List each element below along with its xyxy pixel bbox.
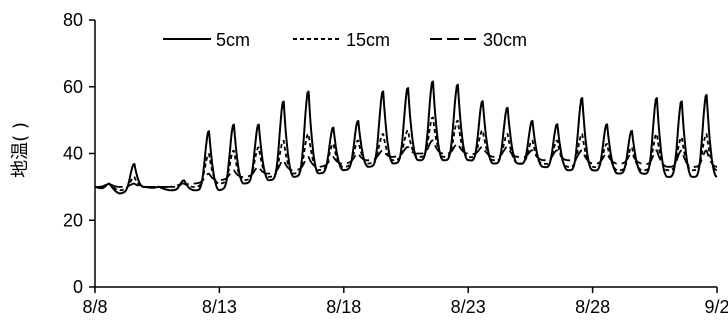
y-tick-label: 80 bbox=[63, 10, 83, 30]
y-tick-label: 0 bbox=[73, 277, 83, 297]
y-axis-label: 地温( ) bbox=[10, 122, 31, 178]
legend: 5cm 15cm 30cm bbox=[163, 30, 527, 50]
x-ticks: 8/8 8/13 8/18 8/23 8/28 9/2 bbox=[82, 287, 728, 317]
series-line-15cm bbox=[94, 116, 718, 192]
x-tick-label: 8/23 bbox=[451, 297, 486, 317]
y-tick-label: 60 bbox=[63, 77, 83, 97]
y-tick-label: 40 bbox=[63, 144, 83, 164]
y-tick-label: 20 bbox=[63, 210, 83, 230]
y-ticks: 0 20 40 60 80 bbox=[63, 10, 95, 297]
x-tick-label: 8/8 bbox=[82, 297, 107, 317]
legend-label-30cm: 30cm bbox=[483, 30, 527, 50]
legend-label-15cm: 15cm bbox=[346, 30, 390, 50]
axes bbox=[94, 20, 717, 288]
series-line-5cm bbox=[94, 80, 718, 195]
legend-label-5cm: 5cm bbox=[216, 30, 250, 50]
x-tick-label: 8/28 bbox=[575, 297, 610, 317]
series-line-30cm bbox=[95, 139, 718, 188]
x-tick-label: 8/13 bbox=[202, 297, 237, 317]
series-layer bbox=[94, 80, 718, 195]
x-tick-label: 8/18 bbox=[326, 297, 361, 317]
x-tick-label: 9/2 bbox=[704, 297, 728, 317]
